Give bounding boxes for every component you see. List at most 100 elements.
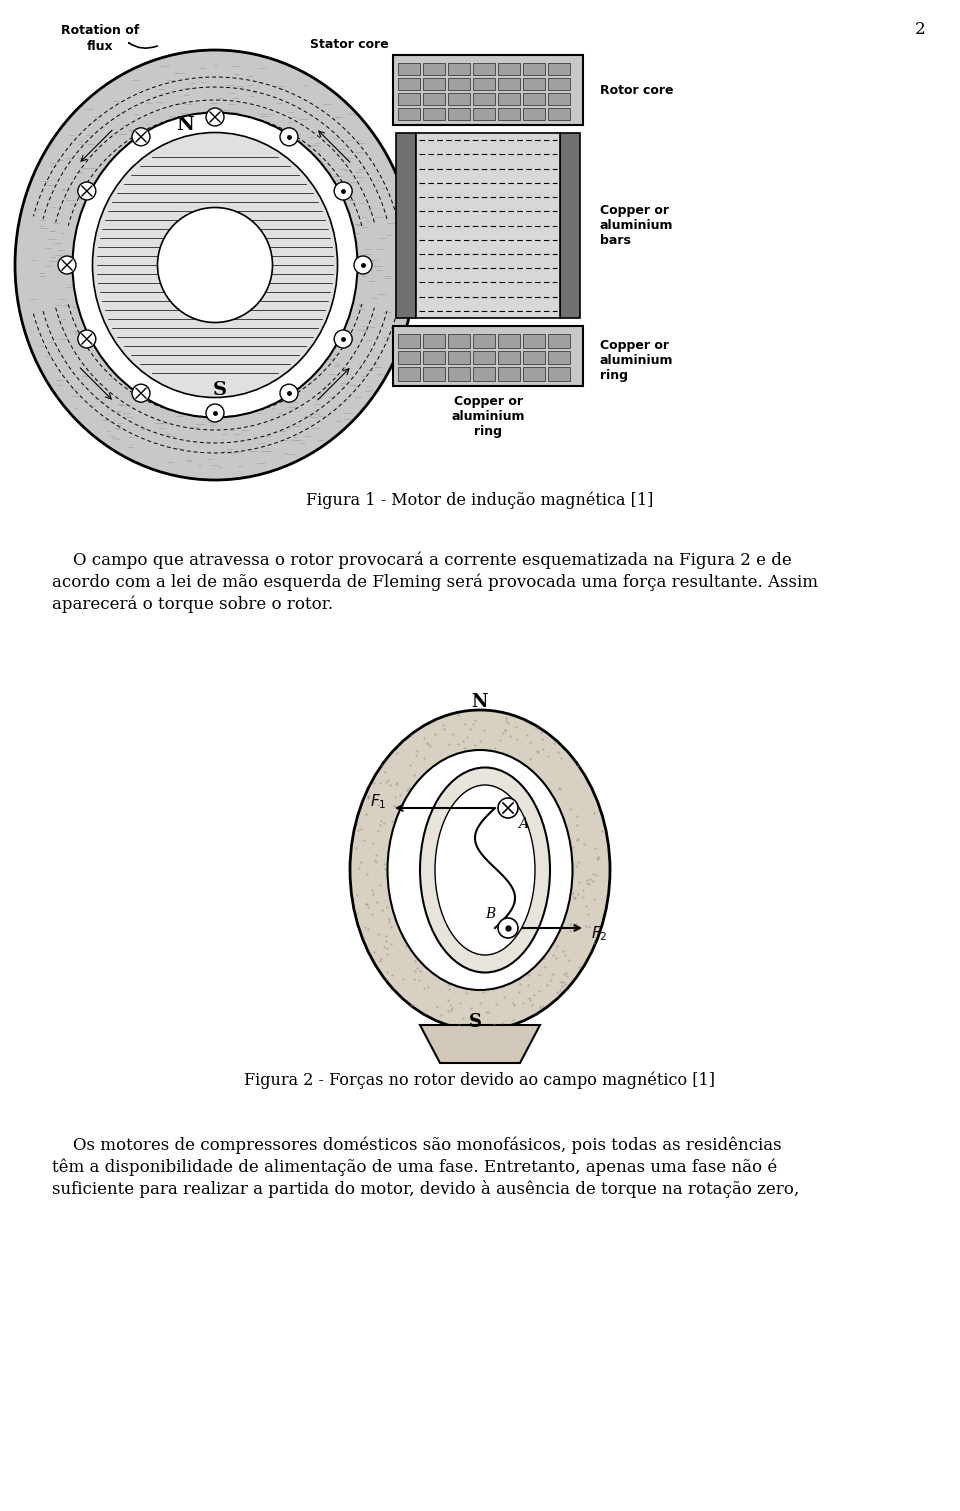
Text: aparecerá o torque sobre o rotor.: aparecerá o torque sobre o rotor.: [52, 595, 333, 613]
Text: S: S: [213, 381, 227, 399]
Bar: [548, 63, 570, 76]
Bar: [448, 107, 470, 119]
Bar: [398, 79, 420, 91]
Bar: [398, 107, 420, 119]
Bar: [498, 94, 520, 104]
Circle shape: [132, 128, 150, 147]
Bar: [523, 94, 545, 104]
Bar: [416, 133, 560, 317]
Bar: [398, 63, 420, 76]
Circle shape: [498, 919, 518, 938]
Ellipse shape: [388, 749, 572, 990]
Ellipse shape: [92, 133, 338, 397]
Bar: [423, 367, 445, 381]
Text: N: N: [176, 116, 194, 134]
Text: B: B: [485, 907, 495, 922]
Bar: [423, 79, 445, 91]
Bar: [548, 107, 570, 119]
Bar: [473, 107, 495, 119]
Text: A: A: [518, 817, 528, 831]
Ellipse shape: [15, 50, 415, 480]
Bar: [498, 107, 520, 119]
Text: acordo com a lei de mão esquerda de Fleming será provocada uma força resultante.: acordo com a lei de mão esquerda de Flem…: [52, 573, 818, 591]
Bar: [448, 367, 470, 381]
Bar: [498, 79, 520, 91]
Bar: [423, 334, 445, 348]
Bar: [523, 351, 545, 364]
Ellipse shape: [350, 710, 610, 1031]
Bar: [498, 334, 520, 348]
Bar: [396, 133, 416, 317]
Bar: [398, 94, 420, 104]
Text: ring: ring: [474, 425, 502, 438]
Polygon shape: [420, 1024, 540, 1064]
Bar: [473, 63, 495, 76]
Text: ring: ring: [600, 370, 628, 382]
Text: aluminium: aluminium: [600, 219, 674, 233]
Bar: [448, 351, 470, 364]
Text: bars: bars: [600, 234, 631, 246]
Bar: [523, 63, 545, 76]
Bar: [498, 63, 520, 76]
Circle shape: [206, 403, 224, 422]
Bar: [523, 107, 545, 119]
Text: Copper or: Copper or: [453, 394, 522, 408]
Circle shape: [280, 128, 298, 147]
FancyArrowPatch shape: [129, 42, 157, 48]
Text: Copper or: Copper or: [600, 204, 669, 218]
Bar: [398, 334, 420, 348]
Text: Copper or: Copper or: [600, 340, 669, 352]
Text: Stator core: Stator core: [310, 38, 389, 51]
Circle shape: [334, 181, 352, 199]
Circle shape: [498, 798, 518, 817]
Text: suficiente para realizar a partida do motor, devido à ausência de torque na rota: suficiente para realizar a partida do mo…: [52, 1180, 800, 1198]
Ellipse shape: [73, 112, 357, 417]
Text: Os motores de compressores domésticos são monofásicos, pois todas as residências: Os motores de compressores domésticos sã…: [52, 1136, 781, 1154]
Circle shape: [354, 255, 372, 273]
Bar: [548, 79, 570, 91]
Ellipse shape: [420, 768, 550, 973]
Text: flux: flux: [86, 41, 113, 53]
Text: 2: 2: [915, 21, 925, 38]
Bar: [548, 94, 570, 104]
Bar: [423, 107, 445, 119]
Circle shape: [58, 255, 76, 273]
Text: O campo que atravessa o rotor provocará a corrente esquematizada na Figura 2 e d: O campo que atravessa o rotor provocará …: [52, 552, 792, 568]
Bar: [548, 351, 570, 364]
Bar: [423, 63, 445, 76]
Text: têm a disponibilidade de alimentação de uma fase. Entretanto, apenas uma fase nã: têm a disponibilidade de alimentação de …: [52, 1159, 778, 1176]
Text: Rotor core: Rotor core: [600, 83, 674, 97]
Ellipse shape: [435, 786, 535, 955]
Circle shape: [334, 329, 352, 348]
Text: $F_1$: $F_1$: [370, 793, 386, 811]
Text: S: S: [468, 1012, 482, 1031]
Bar: [473, 79, 495, 91]
Text: N: N: [471, 694, 489, 712]
Bar: [473, 367, 495, 381]
Bar: [398, 351, 420, 364]
Bar: [548, 334, 570, 348]
Circle shape: [206, 107, 224, 125]
Bar: [423, 94, 445, 104]
Bar: [523, 79, 545, 91]
Bar: [398, 367, 420, 381]
Bar: [448, 94, 470, 104]
Bar: [548, 367, 570, 381]
Text: Figura 1 - Motor de indução magnética [1]: Figura 1 - Motor de indução magnética [1…: [306, 491, 654, 509]
Bar: [448, 79, 470, 91]
Text: $F_2$: $F_2$: [590, 925, 608, 943]
Bar: [393, 326, 583, 385]
Bar: [423, 351, 445, 364]
Circle shape: [132, 384, 150, 402]
Text: aluminium: aluminium: [600, 355, 674, 367]
Bar: [523, 334, 545, 348]
Bar: [473, 351, 495, 364]
Bar: [498, 351, 520, 364]
Bar: [523, 367, 545, 381]
Bar: [498, 367, 520, 381]
Text: Rotation of: Rotation of: [60, 24, 139, 36]
Circle shape: [78, 181, 96, 199]
Bar: [560, 133, 580, 317]
Text: Figura 2 - Forças no rotor devido ao campo magnético [1]: Figura 2 - Forças no rotor devido ao cam…: [245, 1071, 715, 1089]
Ellipse shape: [157, 207, 273, 322]
